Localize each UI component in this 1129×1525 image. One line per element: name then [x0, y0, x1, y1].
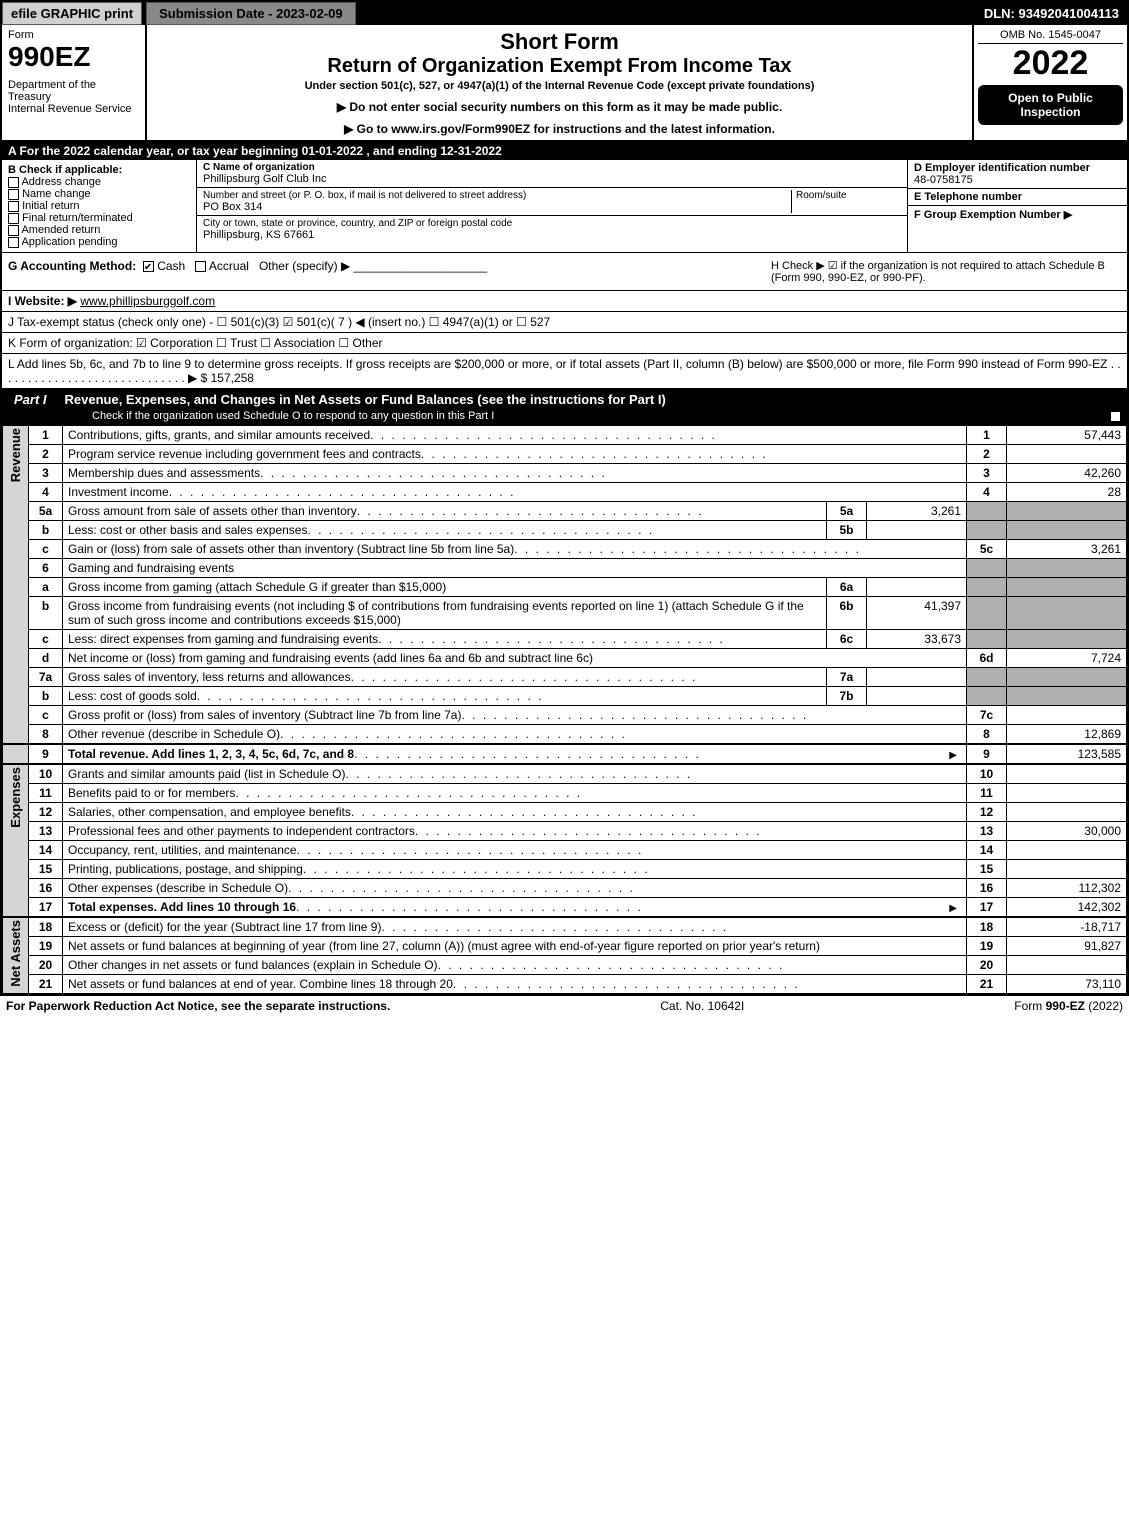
part-1-title: Revenue, Expenses, and Changes in Net As… — [59, 389, 1127, 410]
col-d-ein: D Employer identification number 48-0758… — [907, 160, 1127, 252]
ein-value: 48-0758175 — [914, 174, 1121, 186]
org-name: Phillipsburg Golf Club Inc — [203, 173, 901, 185]
cell-group-exemption: F Group Exemption Number ▶ — [908, 206, 1127, 223]
chk-accrual[interactable] — [195, 261, 206, 272]
chk-address-change[interactable]: Address change — [8, 176, 190, 188]
chk-amended-return[interactable]: Amended return — [8, 224, 190, 236]
chk-application-pending[interactable]: Application pending — [8, 236, 190, 248]
website-link[interactable]: www.phillipsburggolf.com — [80, 294, 215, 308]
row-h-schedule-b: H Check ▶ ☑ if the organization is not r… — [771, 259, 1121, 284]
footer-cat-no: Cat. No. 10642I — [390, 999, 1014, 1013]
chk-name-change[interactable]: Name change — [8, 188, 190, 200]
submission-date: Submission Date - 2023-02-09 — [146, 2, 356, 25]
row-g-h: G Accounting Method: Cash Accrual Other … — [2, 253, 1127, 291]
line-7b: b Less: cost of goods sold 7b — [3, 687, 1127, 706]
line-6a: a Gross income from gaming (attach Sched… — [3, 578, 1127, 597]
chk-initial-return[interactable]: Initial return — [8, 200, 190, 212]
line-5b: b Less: cost or other basis and sales ex… — [3, 521, 1127, 540]
dept-treasury: Department of the Treasury Internal Reve… — [8, 79, 139, 115]
line-15: 15 Printing, publications, postage, and … — [3, 860, 1127, 879]
line-11: 11 Benefits paid to or for members 11 — [3, 784, 1127, 803]
line-6b: b Gross income from fundraising events (… — [3, 597, 1127, 630]
row-g-accounting: G Accounting Method: Cash Accrual Other … — [8, 259, 771, 284]
row-l-gross-receipts: L Add lines 5b, 6c, and 7b to line 9 to … — [2, 354, 1127, 389]
omb-number: OMB No. 1545-0047 — [978, 29, 1123, 44]
chk-cash[interactable] — [143, 261, 154, 272]
line-6: 6 Gaming and fundraising events — [3, 559, 1127, 578]
line-21: 21 Net assets or fund balances at end of… — [3, 975, 1127, 994]
line-18: Net Assets 18 Excess or (deficit) for th… — [3, 917, 1127, 937]
part-1-sub: Check if the organization used Schedule … — [92, 410, 494, 422]
part-1-tab: Part I — [2, 389, 59, 410]
line-4: 4 Investment income 4 28 — [3, 483, 1127, 502]
line-5c: c Gain or (loss) from sale of assets oth… — [3, 540, 1127, 559]
cell-city: City or town, state or province, country… — [197, 216, 907, 243]
side-net-assets: Net Assets — [8, 920, 23, 987]
line-6d: d Net income or (loss) from gaming and f… — [3, 649, 1127, 668]
line-9: 9 Total revenue. Add lines 1, 2, 3, 4, 5… — [3, 744, 1127, 764]
line-3: 3 Membership dues and assessments 3 42,2… — [3, 464, 1127, 483]
line-8: 8 Other revenue (describe in Schedule O)… — [3, 725, 1127, 745]
col-b-check-applicable: B Check if applicable: Address change Na… — [2, 160, 197, 252]
cell-street: Number and street (or P. O. box, if mail… — [197, 188, 907, 216]
line-7a: 7a Gross sales of inventory, less return… — [3, 668, 1127, 687]
efile-print-button[interactable]: efile GRAPHIC print — [2, 2, 142, 25]
under-section: Under section 501(c), 527, or 4947(a)(1)… — [155, 80, 964, 92]
line-1: Revenue 1 Contributions, gifts, grants, … — [3, 426, 1127, 445]
row-j-tax-exempt: J Tax-exempt status (check only one) - ☐… — [2, 312, 1127, 333]
return-title: Return of Organization Exempt From Incom… — [155, 55, 964, 78]
line-7c: c Gross profit or (loss) from sales of i… — [3, 706, 1127, 725]
footer-left: For Paperwork Reduction Act Notice, see … — [6, 999, 390, 1013]
part-1-table: Revenue 1 Contributions, gifts, grants, … — [2, 425, 1127, 994]
side-revenue: Revenue — [8, 428, 23, 482]
header-right: OMB No. 1545-0047 2022 Open to Public In… — [972, 25, 1127, 140]
short-form-title: Short Form — [155, 29, 964, 55]
org-street: PO Box 314 — [203, 201, 791, 213]
form-number: 990EZ — [8, 41, 139, 73]
cell-ein: D Employer identification number 48-0758… — [908, 160, 1127, 189]
chk-final-return[interactable]: Final return/terminated — [8, 212, 190, 224]
top-bar: efile GRAPHIC print Submission Date - 20… — [2, 2, 1127, 25]
line-20: 20 Other changes in net assets or fund b… — [3, 956, 1127, 975]
row-k-form-org: K Form of organization: ☑ Corporation ☐ … — [2, 333, 1127, 354]
line-12: 12 Salaries, other compensation, and emp… — [3, 803, 1127, 822]
cell-org-name: C Name of organization Phillipsburg Golf… — [197, 160, 907, 188]
cell-telephone: E Telephone number — [908, 189, 1127, 206]
side-expenses: Expenses — [8, 767, 23, 828]
form-label: Form — [8, 29, 139, 41]
section-b-c-d: B Check if applicable: Address change Na… — [2, 160, 1127, 253]
row-i-website: I Website: ▶ www.phillipsburggolf.com — [2, 291, 1127, 312]
goto-link[interactable]: ▶ Go to www.irs.gov/Form990EZ for instru… — [155, 122, 964, 136]
open-public-inspection: Open to Public Inspection — [978, 85, 1123, 125]
form-header: Form 990EZ Department of the Treasury In… — [2, 25, 1127, 142]
line-2: 2 Program service revenue including gove… — [3, 445, 1127, 464]
header-center: Short Form Return of Organization Exempt… — [147, 25, 972, 140]
row-a-tax-year: A For the 2022 calendar year, or tax yea… — [2, 142, 1127, 160]
no-ssn-note: ▶ Do not enter social security numbers o… — [155, 100, 964, 114]
line-13: 13 Professional fees and other payments … — [3, 822, 1127, 841]
page-footer: For Paperwork Reduction Act Notice, see … — [0, 996, 1129, 1016]
chk-schedule-o-part1[interactable] — [1110, 411, 1121, 422]
tax-year: 2022 — [978, 44, 1123, 83]
line-14: 14 Occupancy, rent, utilities, and maint… — [3, 841, 1127, 860]
col-c-org-info: C Name of organization Phillipsburg Golf… — [197, 160, 907, 252]
footer-form-ref: Form 990-EZ (2022) — [1014, 999, 1123, 1013]
line-16: 16 Other expenses (describe in Schedule … — [3, 879, 1127, 898]
col-b-label: B Check if applicable: — [8, 164, 190, 176]
dln: DLN: 93492041004113 — [976, 3, 1127, 24]
line-5a: 5a Gross amount from sale of assets othe… — [3, 502, 1127, 521]
form-990ez: efile GRAPHIC print Submission Date - 20… — [0, 0, 1129, 996]
line-6c: c Less: direct expenses from gaming and … — [3, 630, 1127, 649]
line-10: Expenses 10 Grants and similar amounts p… — [3, 764, 1127, 784]
header-left: Form 990EZ Department of the Treasury In… — [2, 25, 147, 140]
line-19: 19 Net assets or fund balances at beginn… — [3, 937, 1127, 956]
org-city: Phillipsburg, KS 67661 — [203, 229, 901, 241]
part-1-header: Part I Revenue, Expenses, and Changes in… — [2, 389, 1127, 425]
line-17: 17 Total expenses. Add lines 10 through … — [3, 898, 1127, 918]
